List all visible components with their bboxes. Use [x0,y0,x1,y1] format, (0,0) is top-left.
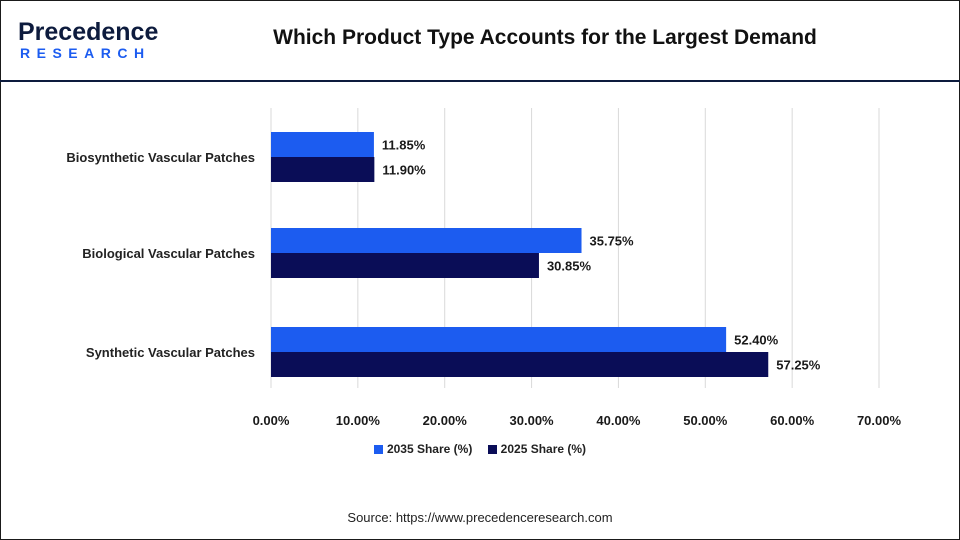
x-tick-label: 0.00% [253,413,290,428]
x-tick-label: 50.00% [683,413,728,428]
legend-label-2035: 2035 Share (%) [386,442,473,456]
category-label: Biosynthetic Vascular Patches [66,150,255,165]
legend-label-2025: 2025 Share (%) [500,442,587,456]
x-tick-label: 60.00% [770,413,815,428]
chart-title: Which Product Type Accounts for the Larg… [273,26,817,49]
logo-wordmark-top: Precedence [18,18,158,46]
logo-wordmark-bottom: RESEARCH [20,45,151,61]
data-label: 57.25% [776,358,821,373]
x-tick-label: 40.00% [596,413,641,428]
legend: 2035 Share (%) 2025 Share (%) [0,442,960,457]
data-label: 52.40% [734,333,779,348]
x-tick-label: 20.00% [423,413,468,428]
bar-2025 [271,157,375,182]
legend-swatch-2035 [373,444,383,454]
legend-swatch-2025 [487,444,497,454]
bar-2025 [271,352,769,377]
data-label: 11.85% [382,138,426,153]
bar-2035 [271,132,374,157]
data-label: 11.90% [382,163,426,178]
bar-2025 [271,253,539,278]
header: Precedence RESEARCH Which Product Type A… [0,0,960,82]
source-note: Source: https://www.precedenceresearch.c… [347,510,613,525]
precedence-research-logo: Precedence RESEARCH [18,18,158,61]
legend-item-2025: 2025 Share (%) [487,442,587,456]
bar-chart: 0.00% 10.00% 20.00% 30.00% 40.00% 50.00% 60.00… [66,108,902,428]
data-label: 35.75% [590,234,635,249]
x-tick-label: 30.00% [510,413,555,428]
x-tick-label: 70.00% [857,413,902,428]
category-label: Synthetic Vascular Patches [86,345,255,360]
bar-2035 [271,327,727,352]
x-tick-label: 10.00% [336,413,381,428]
legend-item-2035: 2035 Share (%) [373,442,473,456]
data-label: 30.85% [547,259,592,274]
bar-2035 [271,228,582,253]
category-label: Biological Vascular Patches [82,246,255,261]
